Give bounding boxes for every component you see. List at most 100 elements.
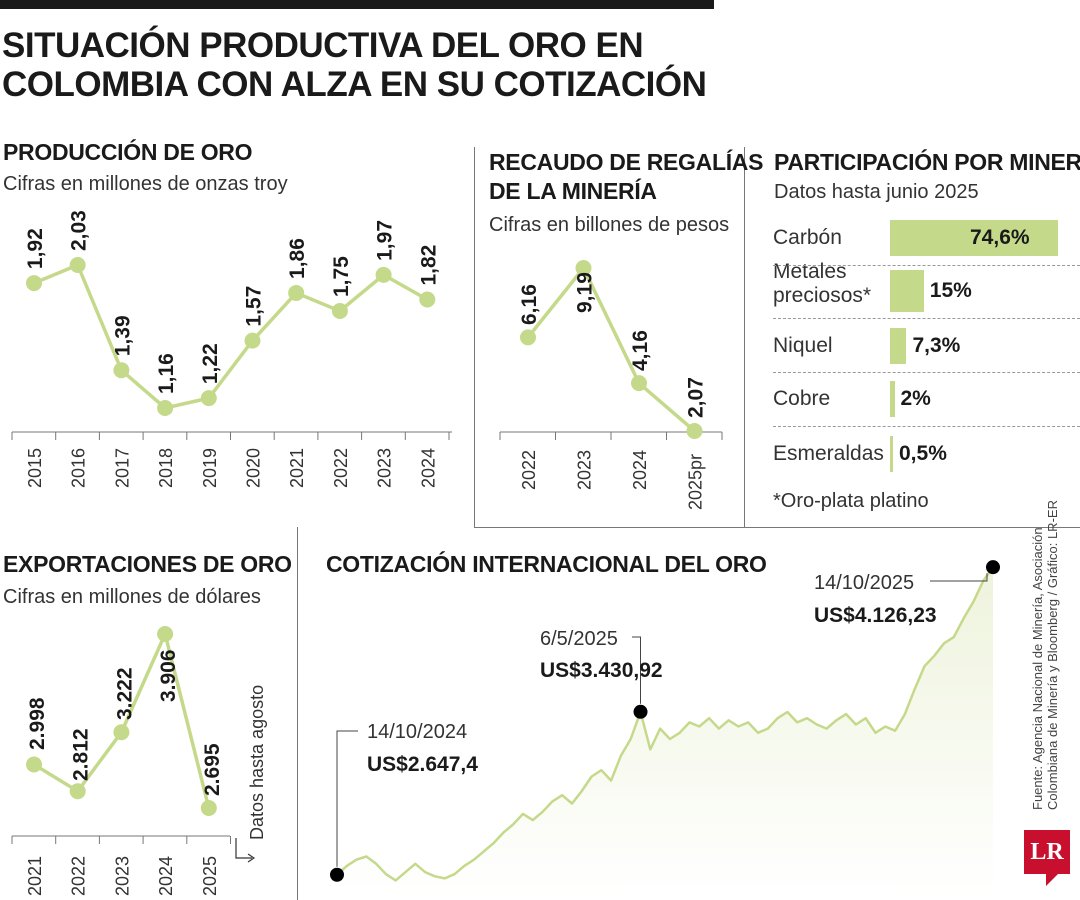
share-row: Cobre 2% <box>773 379 1080 419</box>
price-leader-mid <box>632 636 641 704</box>
production-tick-label: 2015 <box>25 448 45 488</box>
share-bar <box>890 270 924 312</box>
price-area <box>337 567 993 895</box>
share-value-label: 0,5% <box>899 442 947 465</box>
production-data-label: 1,16 <box>155 353 178 394</box>
source-line-1: Fuente: Agencia Nacional de Minería, Aso… <box>1030 527 1045 810</box>
share-value-label: 2% <box>900 387 931 410</box>
share-category-label: Carbón <box>773 226 842 250</box>
production-point <box>69 257 86 273</box>
share-row-divider <box>773 372 1080 373</box>
exports-point <box>69 783 86 800</box>
price-leader-end <box>930 573 988 582</box>
production-tick-label: 2020 <box>244 448 264 488</box>
share-row: Carbón 74,6% <box>773 218 1080 258</box>
production-point <box>244 332 261 349</box>
exports-point <box>26 756 42 773</box>
price-line <box>336 566 995 882</box>
price-annotation-date-3: 14/10/2025 <box>814 572 914 594</box>
exports-annotation: Datos hasta agosto <box>247 685 267 840</box>
price-annotation-value-3: US$4.126,23 <box>814 604 937 627</box>
main-title: SITUACIÓN PRODUCTIVA DEL ORO EN COLOMBIA… <box>2 26 707 104</box>
share-category-label: Niquel <box>773 334 833 358</box>
share-bar <box>890 220 1058 256</box>
exports-tick-label: 2024 <box>156 856 176 896</box>
production-line <box>33 263 429 410</box>
exports-tick-label: 2022 <box>69 856 89 896</box>
production-tick-label: 2024 <box>418 448 438 488</box>
production-point <box>419 291 436 308</box>
production-point <box>288 284 305 301</box>
top-bar <box>0 0 714 9</box>
production-tick-label: 2018 <box>156 448 176 488</box>
share-row: Niquel 7,3% <box>773 326 1080 366</box>
production-data-label: 1,82 <box>417 245 440 286</box>
share-footnote: *Oro-plata platino <box>773 490 929 512</box>
price-marker-end <box>986 560 1000 575</box>
production-tick-label: 2016 <box>69 448 89 488</box>
royalties-title-line2: DE LA MINERÍA <box>489 178 657 204</box>
production-data-label: 1,92 <box>24 228 47 269</box>
price-marker-start <box>330 867 344 882</box>
royalties-tick-label: 2023 <box>575 450 595 490</box>
share-value-label: 7,3% <box>912 334 961 357</box>
royalties-title-line1: RECAUDO DE REGALÍAS <box>489 149 764 175</box>
royalties-subtitle: Cifras en billones de pesos <box>489 214 730 236</box>
production-point <box>26 275 42 292</box>
share-bar <box>890 381 895 417</box>
production-tick-label: 2021 <box>287 448 307 488</box>
share-category-label: Esmeraldas <box>773 442 884 466</box>
exports-data-label: 3.906 <box>157 649 180 702</box>
exports-title: EXPORTACIONES DE ORO <box>3 551 292 577</box>
royalties-data-label: 2,07 <box>685 377 708 418</box>
royalties-point <box>575 260 592 276</box>
production-data-label: 1,39 <box>111 315 134 356</box>
exports-point <box>113 724 130 741</box>
exports-tick-label: 2025 <box>200 856 220 896</box>
exports-point <box>200 800 217 816</box>
share-bar <box>890 436 893 472</box>
production-tick-label: 2023 <box>375 448 395 488</box>
share-row-divider <box>773 318 1080 319</box>
share-category-line: preciosos* <box>773 284 872 307</box>
price-annotation-date-2: 6/5/2025 <box>540 628 618 650</box>
lr-logo: LR <box>1024 830 1070 874</box>
royalties-line <box>526 266 696 433</box>
separator-1 <box>474 147 475 527</box>
exports-tick-label: 2021 <box>25 856 45 896</box>
exports-arrow-line <box>235 838 252 859</box>
separator-2 <box>744 147 745 527</box>
exports-tick-label: 2023 <box>112 856 132 896</box>
exports-data-label: 2.695 <box>201 743 224 796</box>
production-data-label: 1,22 <box>199 343 222 384</box>
production-point <box>375 266 392 283</box>
royalties-data-label: 9,19 <box>574 272 597 313</box>
royalties-data-label: 4,16 <box>629 330 652 371</box>
price-leader-start <box>336 730 358 867</box>
share-bar-break-icon <box>1061 218 1080 258</box>
share-category-line: Carbón <box>773 226 842 249</box>
share-row-divider <box>773 426 1080 427</box>
exports-subtitle: Cifras en millones de dólares <box>3 586 261 608</box>
share-bar <box>890 328 907 364</box>
exports-data-label: 3.222 <box>113 667 136 720</box>
production-tick-label: 2022 <box>331 448 351 488</box>
production-point <box>200 390 217 407</box>
production-data-label: 1,97 <box>374 220 397 261</box>
separator-4 <box>297 527 298 900</box>
exports-arrow-head <box>247 853 256 863</box>
price-marker-mid <box>633 704 648 719</box>
royalties-point <box>520 329 536 346</box>
share-bar-break-line <box>1061 218 1080 258</box>
royalties-tick-label: 2022 <box>519 450 539 490</box>
production-subtitle: Cifras en millones de onzas troy <box>3 173 288 195</box>
production-data-label: 2,03 <box>68 210 91 251</box>
production-data-label: 1,75 <box>330 256 353 297</box>
price-annotation-value-1: US$2.647,4 <box>367 753 478 776</box>
share-value-label: 74,6% <box>970 226 1030 249</box>
exports-point <box>157 626 174 642</box>
share-category-label: Cobre <box>773 387 830 411</box>
